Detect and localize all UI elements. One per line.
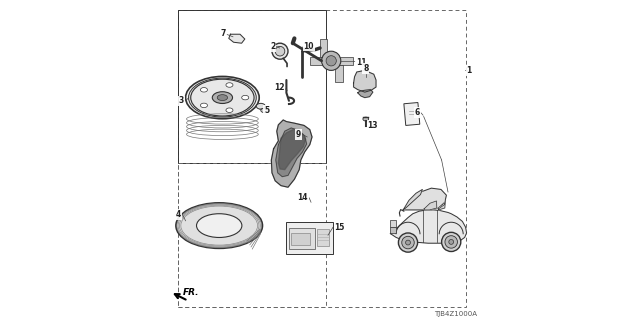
- Text: 3: 3: [179, 96, 184, 105]
- Text: 15: 15: [334, 223, 345, 232]
- Text: 11: 11: [356, 58, 366, 67]
- Ellipse shape: [406, 240, 410, 245]
- Text: 5: 5: [264, 106, 269, 115]
- Ellipse shape: [398, 233, 418, 252]
- Bar: [291, 233, 310, 245]
- Polygon shape: [403, 189, 422, 210]
- Text: 1: 1: [467, 66, 472, 75]
- Text: 12: 12: [274, 84, 284, 92]
- Bar: [310, 57, 328, 65]
- Ellipse shape: [261, 108, 268, 113]
- Ellipse shape: [363, 117, 369, 121]
- Text: 7: 7: [220, 29, 226, 38]
- Ellipse shape: [200, 88, 207, 92]
- Bar: [178, 163, 326, 307]
- Bar: [178, 10, 466, 307]
- Polygon shape: [278, 129, 306, 170]
- Circle shape: [326, 56, 337, 66]
- Text: TJB4Z1000A: TJB4Z1000A: [434, 311, 477, 317]
- Ellipse shape: [189, 78, 256, 117]
- Text: 8: 8: [363, 64, 369, 73]
- Polygon shape: [354, 70, 376, 92]
- Ellipse shape: [176, 203, 262, 248]
- Ellipse shape: [256, 103, 266, 109]
- Ellipse shape: [196, 214, 242, 237]
- Ellipse shape: [217, 95, 228, 100]
- Text: 14: 14: [298, 193, 308, 202]
- Polygon shape: [390, 210, 467, 243]
- Ellipse shape: [242, 95, 249, 100]
- Circle shape: [322, 51, 341, 70]
- Bar: [390, 227, 396, 233]
- Bar: [335, 65, 343, 82]
- Text: 10: 10: [303, 42, 314, 51]
- Polygon shape: [276, 128, 307, 177]
- Polygon shape: [403, 188, 447, 210]
- Ellipse shape: [226, 83, 233, 87]
- Polygon shape: [229, 34, 245, 43]
- Circle shape: [272, 43, 288, 59]
- Text: 13: 13: [367, 121, 378, 130]
- Bar: [178, 10, 326, 163]
- Bar: [390, 220, 396, 227]
- Ellipse shape: [191, 80, 253, 116]
- Ellipse shape: [442, 232, 461, 252]
- Text: FR.: FR.: [183, 288, 200, 297]
- Ellipse shape: [449, 239, 454, 244]
- Polygon shape: [424, 201, 437, 210]
- Ellipse shape: [186, 76, 259, 119]
- Bar: [320, 39, 328, 57]
- Polygon shape: [358, 90, 372, 98]
- Text: 2: 2: [270, 42, 275, 51]
- Ellipse shape: [200, 103, 207, 108]
- Bar: [404, 102, 420, 125]
- Ellipse shape: [191, 79, 254, 116]
- Ellipse shape: [445, 236, 458, 248]
- Ellipse shape: [226, 108, 233, 112]
- Ellipse shape: [402, 236, 414, 249]
- Bar: [287, 222, 333, 254]
- Bar: [317, 229, 329, 246]
- Text: 6: 6: [415, 108, 420, 117]
- Polygon shape: [438, 200, 445, 210]
- Bar: [335, 57, 353, 65]
- Polygon shape: [271, 120, 312, 187]
- Circle shape: [275, 46, 285, 56]
- Text: 4: 4: [175, 210, 181, 219]
- Text: 9: 9: [296, 130, 301, 139]
- Bar: [289, 228, 315, 249]
- Ellipse shape: [212, 92, 232, 103]
